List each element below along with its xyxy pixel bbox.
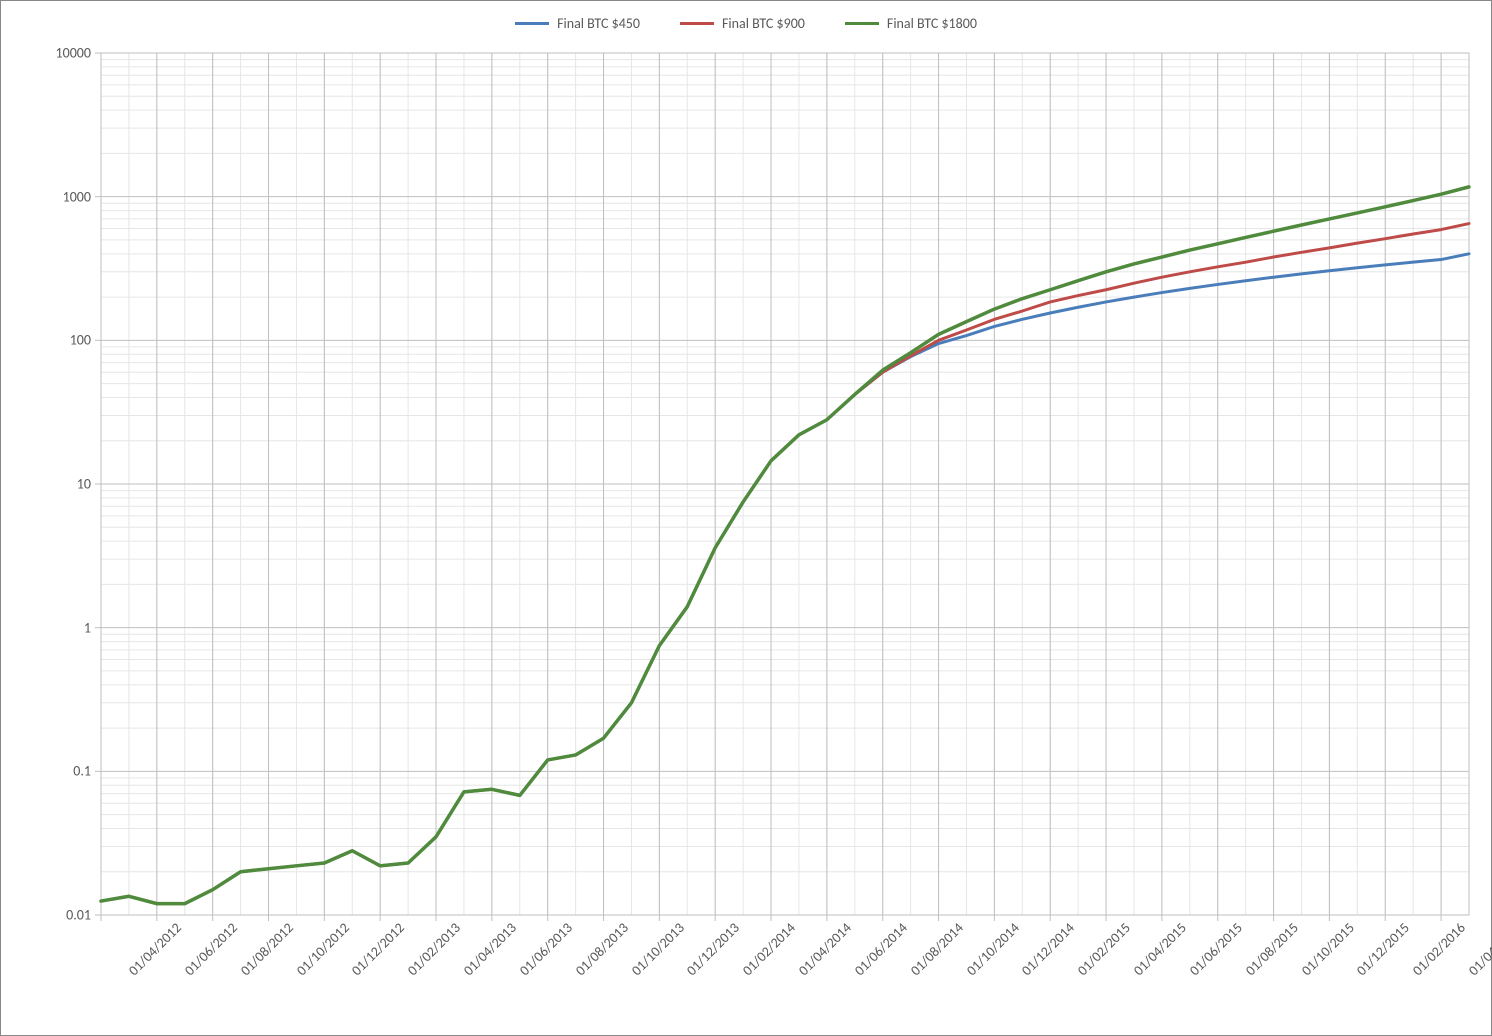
x-tick-label: 01/12/2013	[683, 919, 743, 979]
x-tick-label: 01/04/2016	[1465, 919, 1492, 979]
x-tick-label: 01/04/2015	[1130, 919, 1190, 979]
series-line	[101, 224, 1469, 904]
x-tick-label: 01/10/2014	[963, 919, 1023, 979]
x-tick-label: 01/06/2015	[1186, 919, 1246, 979]
legend-item-900: Final BTC $900	[680, 15, 805, 32]
y-tick-label: 1	[84, 619, 101, 636]
series-line	[101, 187, 1469, 904]
x-tick-label: 01/02/2014	[739, 919, 799, 979]
x-tick-label: 01/04/2014	[795, 919, 855, 979]
x-tick-label: 01/06/2012	[181, 919, 241, 979]
x-tick-label: 01/10/2012	[293, 919, 353, 979]
x-tick-label: 01/02/2013	[404, 919, 464, 979]
legend-swatch-1800	[845, 22, 879, 25]
y-tick-label: 0.01	[66, 907, 101, 924]
y-tick-label: 10000	[56, 45, 101, 62]
legend-label-900: Final BTC $900	[722, 15, 805, 32]
legend-item-1800: Final BTC $1800	[845, 15, 977, 32]
series-line	[101, 254, 1469, 904]
chart-svg	[101, 53, 1469, 915]
x-tick-label: 01/06/2013	[516, 919, 576, 979]
legend-swatch-900	[680, 22, 714, 25]
y-tick-label: 10	[77, 476, 101, 493]
x-tick-label: 01/10/2013	[628, 919, 688, 979]
y-tick-label: 0.1	[73, 763, 101, 780]
legend: Final BTC $450 Final BTC $900 Final BTC …	[1, 15, 1491, 32]
legend-label-450: Final BTC $450	[557, 15, 640, 32]
legend-label-1800: Final BTC $1800	[887, 15, 977, 32]
x-tick-label: 01/08/2013	[572, 919, 632, 979]
chart-frame: Final BTC $450 Final BTC $900 Final BTC …	[0, 0, 1492, 1036]
x-tick-label: 01/08/2014	[907, 919, 967, 979]
x-tick-label: 01/06/2014	[851, 919, 911, 979]
plot-area: 0.010.111010010001000001/04/201201/06/20…	[101, 53, 1469, 915]
x-tick-label: 01/08/2012	[237, 919, 297, 979]
legend-item-450: Final BTC $450	[515, 15, 640, 32]
x-tick-label: 01/12/2012	[348, 919, 408, 979]
legend-swatch-450	[515, 22, 549, 25]
x-tick-label: 01/02/2015	[1074, 919, 1134, 979]
x-tick-label: 01/12/2014	[1018, 919, 1078, 979]
x-tick-label: 01/04/2012	[125, 919, 185, 979]
x-tick-label: 01/10/2015	[1298, 919, 1358, 979]
x-tick-label: 01/02/2016	[1409, 919, 1469, 979]
x-tick-label: 01/08/2015	[1242, 919, 1302, 979]
y-tick-label: 1000	[63, 188, 101, 205]
y-tick-label: 100	[70, 332, 101, 349]
x-tick-label: 01/12/2015	[1353, 919, 1413, 979]
x-tick-label: 01/04/2013	[460, 919, 520, 979]
